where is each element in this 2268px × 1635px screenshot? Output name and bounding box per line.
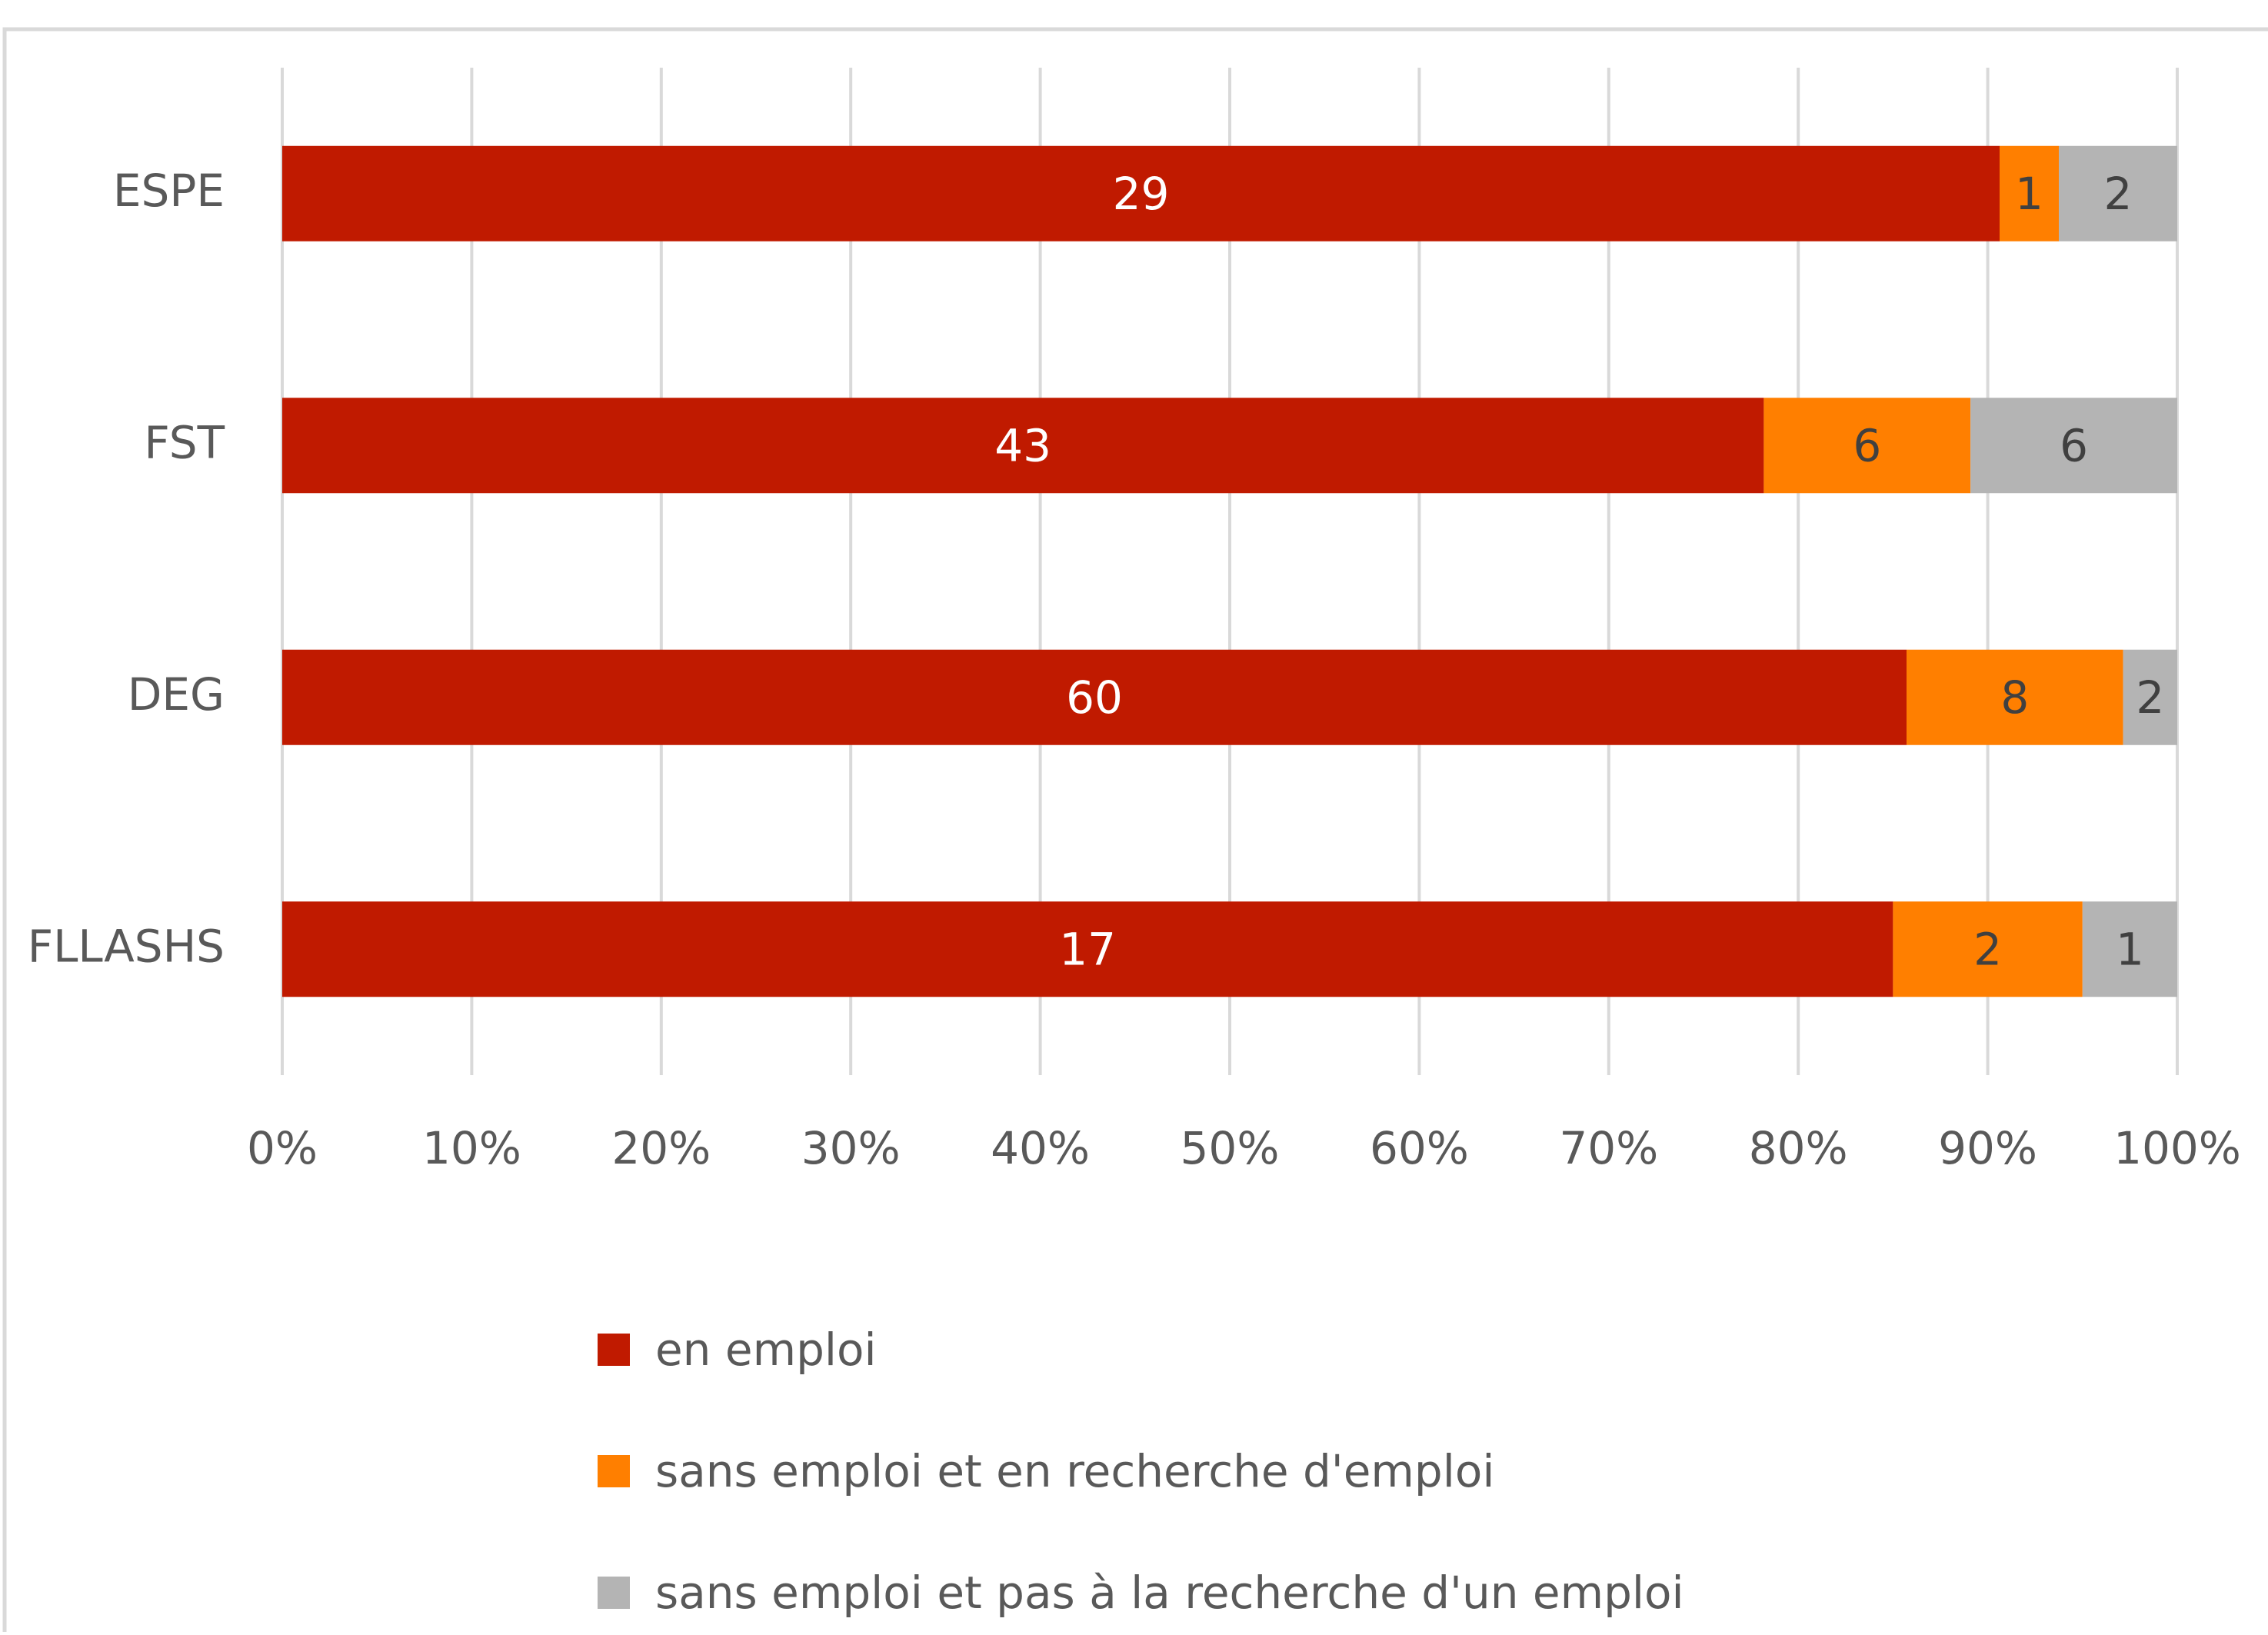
x-tick-label: 0% [247,1122,318,1174]
data-label: 2 [2104,168,2133,220]
legend-label: sans emploi et en recherche d'emploi [655,1445,1494,1497]
legend-swatch [598,1334,630,1366]
x-tick-label: 30% [801,1122,901,1174]
bar-segment [2000,145,2059,241]
bar-segment [1970,398,2177,494]
data-label: 6 [2060,419,2088,471]
x-tick-label: 10% [422,1122,521,1174]
x-tick-label: 50% [1181,1122,1280,1174]
legend-label: sans emploi et pas à la recherche d'un e… [655,1567,1684,1619]
data-label: 2 [2136,671,2164,724]
data-label: 43 [994,419,1051,471]
x-tick-label: 40% [991,1122,1090,1174]
x-tick-label: 80% [1749,1122,1848,1174]
legend-swatch [598,1455,630,1487]
x-tick-label: 60% [1370,1122,1469,1174]
x-tick-label: 70% [1559,1122,1658,1174]
data-label: 8 [2000,671,2029,724]
bar-segment [1763,398,1971,494]
bar-segment [2059,145,2177,241]
bar-segment [2123,649,2177,745]
x-tick-label: 20% [611,1122,711,1174]
legend-label: en emploi [655,1324,877,1376]
data-label: 29 [1113,168,1170,220]
y-tick-label: DEG [128,668,225,721]
bar-segment [282,649,1907,745]
data-label: 6 [1853,419,1881,471]
bar-segment [1907,649,2123,745]
y-tick-label: FLLASHS [28,920,225,972]
data-label: 17 [1059,923,1116,975]
data-label: 2 [1973,923,2002,975]
bar-segment [282,145,2000,241]
data-label: 1 [2116,923,2144,975]
x-tick-label: 100% [2113,1122,2241,1174]
y-tick-label: ESPE [113,165,225,217]
bar-segment [1893,901,2083,997]
legend-swatch [598,1577,630,1609]
data-label: 60 [1066,671,1123,724]
data-label: 1 [2015,168,2043,220]
y-tick-label: FST [144,416,225,468]
bar-segment [282,398,1764,494]
x-tick-label: 90% [1938,1122,2037,1174]
bar-segment [282,901,1893,997]
chart-border [2,27,2268,1635]
bar-segment [2082,901,2177,997]
